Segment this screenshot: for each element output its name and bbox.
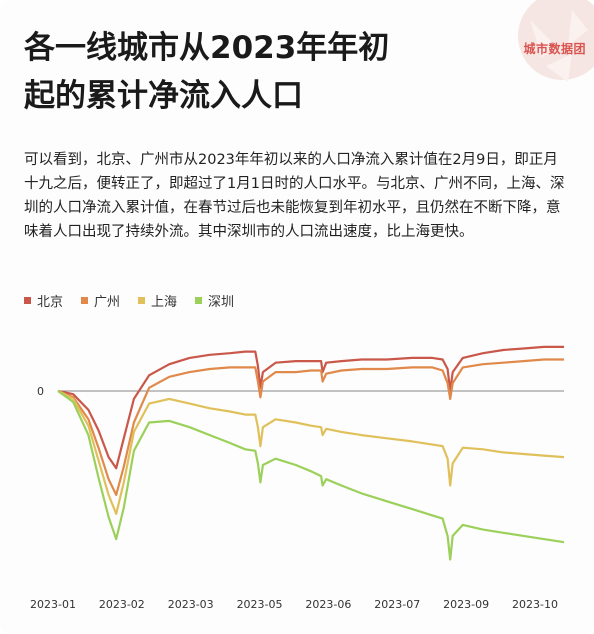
description-text: 可以看到，北京、广州市从2023年年初以来的人口净流入累计值在2月9日，即正月十… [24, 152, 565, 240]
title-line-1: 各一线城市从2023年年初 [24, 30, 390, 66]
x-tick-label: 2023-10 [512, 598, 558, 611]
x-tick-label: 2023-07 [374, 598, 420, 611]
legend-label: 上海 [151, 294, 178, 310]
x-tick-label: 2023-01 [30, 598, 76, 611]
legend-label: 深圳 [208, 294, 235, 310]
line-chart: 0 2023-01 2023-02 2023-03 2023-05 2023-06 2023… [24, 318, 578, 618]
x-tick-label: 2023-03 [168, 598, 214, 611]
legend-item: 上海 [138, 291, 177, 310]
legend-item: 广州 [81, 291, 120, 310]
series-line-4 [57, 390, 565, 561]
x-tick-label: 2023-05 [237, 598, 283, 611]
chart-svg: 0 2023-01 2023-02 2023-03 2023-05 2023-06 2023… [30, 345, 565, 611]
legend-item: 深圳 [195, 291, 234, 310]
legend-item: 北京 [24, 291, 63, 310]
legend-swatch [24, 296, 31, 304]
legend-label: 广州 [94, 294, 121, 310]
x-tick-label: 2023-09 [443, 598, 489, 611]
x-tick-label: 2023-02 [99, 598, 145, 611]
series-line-3 [57, 390, 565, 515]
chart-legend: 北京 广州 上海 深圳 [24, 290, 234, 310]
brand-logo-icon [518, 0, 594, 82]
legend-swatch [195, 296, 203, 304]
x-tick-label: 2023-06 [305, 598, 351, 611]
series-line-1 [57, 345, 564, 470]
title-line-2: 起的累计净流入人口 [24, 78, 303, 114]
legend-swatch [138, 296, 146, 304]
series-line-2 [57, 358, 564, 496]
page-title: 各一线城市从2023年年初 起的累计净流入人口 [24, 24, 494, 120]
legend-label: 北京 [37, 294, 64, 310]
legend-swatch [81, 296, 89, 304]
brand-name: 城市数据团 [523, 42, 586, 56]
y-tick-label: 0 [37, 385, 44, 398]
